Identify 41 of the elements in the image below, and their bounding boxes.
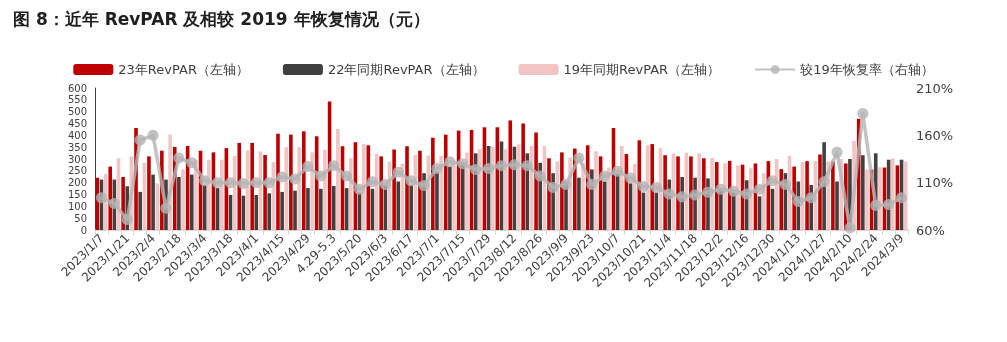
bar	[155, 183, 160, 230]
bar	[280, 191, 284, 230]
bar	[267, 193, 272, 230]
legend-label: 23年RevPAR（左轴）	[118, 62, 249, 77]
y2-tick-label: 160%	[916, 127, 954, 143]
bar	[147, 156, 151, 230]
bar	[151, 174, 155, 230]
y-tick-label: 200	[67, 177, 87, 189]
bar	[319, 188, 323, 230]
bar	[861, 155, 865, 230]
y-tick-label: 400	[67, 129, 87, 141]
y-tick-label: 250	[67, 165, 87, 177]
y-tick-label: 50	[74, 212, 87, 224]
bar	[835, 181, 839, 230]
bar	[865, 169, 869, 230]
bar	[177, 176, 181, 230]
bar	[306, 188, 310, 230]
y-tick-label: 450	[67, 118, 87, 129]
y2-tick-label: 210%	[916, 80, 954, 96]
y-tick-label: 100	[67, 200, 87, 212]
legend-label: 22年同期RevPAR（左轴）	[327, 62, 485, 77]
legend-label: 较19年恢复率（右轴）	[800, 62, 934, 77]
legend-label: 19年同期RevPAR（左轴）	[563, 62, 721, 77]
y-tick-label: 350	[67, 141, 87, 153]
y-tick-label: 150	[67, 189, 87, 200]
bar	[189, 174, 194, 230]
y-tick-label: 550	[67, 94, 87, 106]
y-tick-label: 0	[80, 224, 87, 236]
y2-tick-label: 60%	[916, 222, 945, 238]
bar	[396, 181, 401, 230]
bar	[181, 169, 185, 230]
y2-tick-label: 110%	[916, 175, 954, 191]
bar	[293, 190, 297, 230]
bar	[831, 161, 835, 230]
bar	[138, 191, 142, 230]
bar	[577, 177, 581, 230]
y-tick-label: 600	[67, 82, 87, 94]
bar	[331, 185, 336, 230]
y-tick-label: 300	[67, 153, 87, 165]
y-tick-label: 500	[67, 106, 87, 118]
chart-title: 图 8：近年 RevPAR 及相较 2019 年恢复情况（元）	[13, 8, 430, 29]
